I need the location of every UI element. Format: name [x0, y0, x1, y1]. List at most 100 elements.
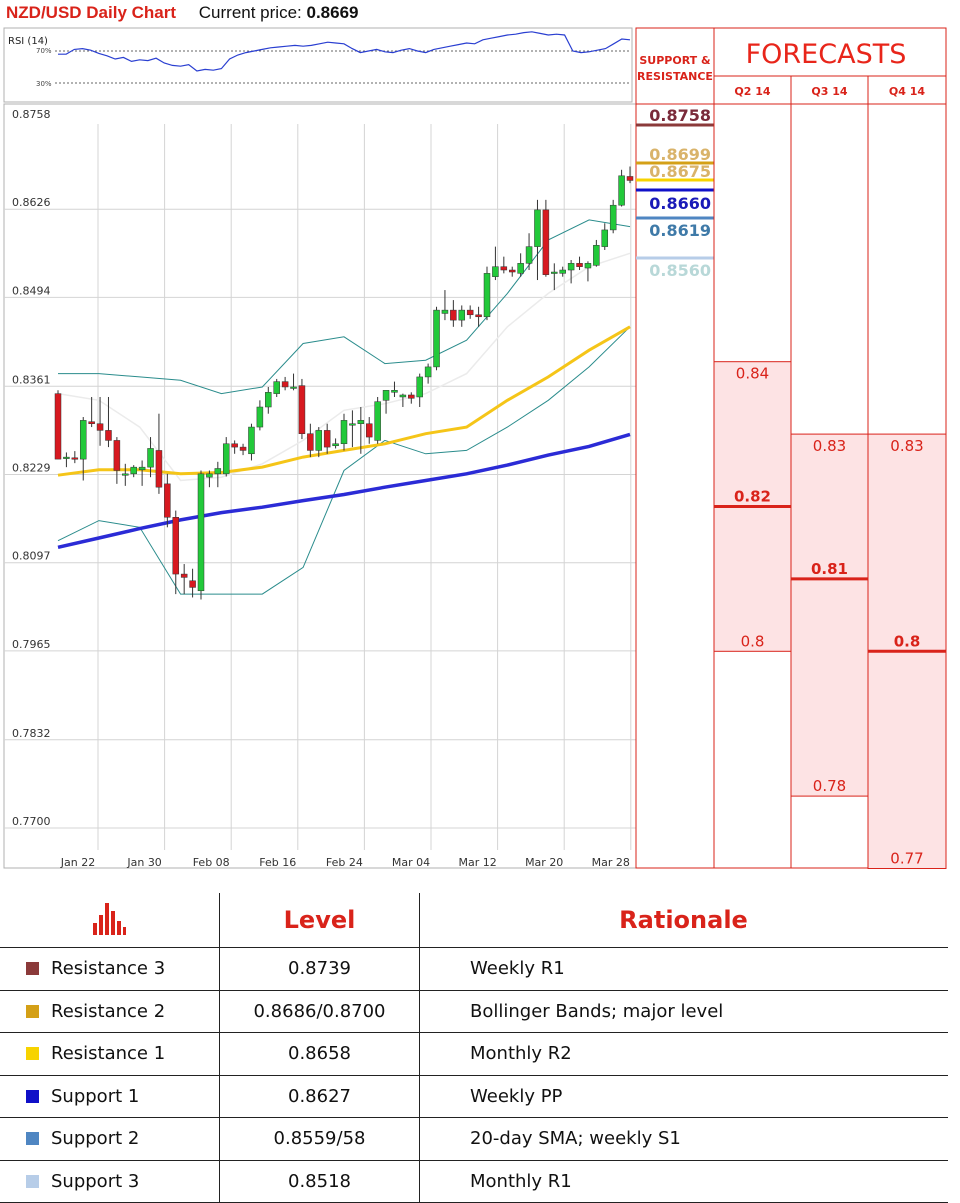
level-rationale: 20-day SMA; weekly S1 — [419, 1117, 948, 1161]
candle-body — [626, 176, 634, 181]
candle — [63, 452, 70, 468]
candle — [298, 378, 306, 440]
y-tick-label: 0.7700 — [12, 815, 51, 828]
candle-body — [172, 517, 180, 575]
candle-body — [584, 263, 592, 269]
candle — [273, 378, 280, 397]
candle — [281, 376, 289, 391]
candle — [147, 437, 154, 478]
candle — [231, 440, 238, 454]
sr-level-label: 0.8699 — [649, 145, 711, 164]
candle-body — [492, 266, 499, 277]
candle-body — [298, 385, 306, 434]
level-name: Support 3 — [51, 1170, 140, 1192]
candle-body — [374, 401, 381, 441]
candle — [391, 381, 398, 397]
candle — [96, 396, 104, 446]
level-swatch — [26, 1174, 39, 1188]
sr-level-label: 0.8619 — [649, 221, 711, 240]
level-rationale: Monthly R2 — [419, 1032, 948, 1076]
level-name-cell: Support 2 — [0, 1117, 220, 1161]
candle — [399, 393, 407, 408]
candle-body — [290, 386, 297, 389]
candle-body — [508, 269, 516, 273]
candle — [122, 463, 129, 486]
y-tick-label: 0.8097 — [12, 550, 51, 563]
candle-body — [408, 394, 415, 399]
candle-body — [105, 430, 112, 441]
rsi-panel — [3, 27, 633, 103]
candle-body — [231, 443, 238, 448]
candle-body — [189, 580, 196, 588]
candle — [593, 239, 600, 267]
candle-body — [466, 309, 474, 316]
candle-body — [365, 423, 373, 438]
forecast-low-label: 0.8 — [741, 632, 765, 650]
level-swatch — [26, 1047, 39, 1061]
bar-chart-icon — [0, 893, 220, 948]
candle — [534, 199, 541, 281]
candle-body — [542, 209, 550, 275]
candle — [483, 266, 491, 321]
forecast-median-label: 0.8 — [894, 632, 921, 650]
forecast-median-label: 0.82 — [734, 487, 771, 505]
candle-body — [483, 273, 491, 318]
levels-row: Resistance 2 0.8686/0.8700 Bollinger Bands… — [0, 990, 948, 1033]
bollinger-upper-line — [58, 219, 631, 395]
level-value: 0.8686/0.8700 — [219, 990, 420, 1033]
candle — [416, 373, 423, 408]
candle-body — [458, 309, 466, 321]
candle — [323, 423, 331, 454]
candle-body — [416, 376, 423, 398]
level-rationale: Bollinger Bands; major level — [419, 990, 948, 1033]
candle — [180, 564, 188, 595]
candle — [130, 465, 137, 478]
candle — [222, 437, 230, 477]
candle — [609, 199, 617, 234]
candle-body — [576, 263, 583, 267]
rsi-tick-30: 30% — [36, 80, 52, 88]
sr-level-label: 0.8560 — [649, 261, 711, 280]
candle-body — [517, 263, 524, 274]
candle-body — [567, 263, 575, 271]
candle — [105, 396, 112, 448]
candle-body — [399, 394, 407, 398]
candle — [197, 470, 205, 600]
level-swatch — [26, 1004, 39, 1018]
candle — [458, 305, 466, 327]
candle-body — [315, 430, 323, 451]
candle-body — [618, 175, 625, 206]
candle — [189, 568, 196, 598]
y-tick-label: 0.8758 — [12, 108, 51, 121]
bollinger-lower-line — [57, 326, 631, 595]
level-name: Support 1 — [51, 1085, 140, 1107]
x-tick-label: Jan 22 — [60, 856, 95, 869]
candle-body — [164, 483, 171, 518]
level-name-cell: Support 1 — [0, 1075, 220, 1118]
forecast-high-label: 0.83 — [813, 437, 846, 455]
x-tick-label: Feb 08 — [193, 856, 230, 869]
forecast-low-label: 0.78 — [813, 777, 846, 795]
candle-body — [130, 466, 137, 475]
candle-body — [180, 573, 188, 578]
candle — [138, 460, 146, 486]
candle — [508, 266, 516, 277]
candle — [424, 363, 432, 384]
rsi-title: RSI (14) — [8, 36, 48, 47]
x-tick-label: Mar 12 — [458, 856, 496, 869]
levels-row: Resistance 3 0.8739 Weekly R1 — [0, 947, 948, 991]
levels-row: Support 3 0.8518 Monthly R1 — [0, 1160, 948, 1203]
candle — [567, 259, 575, 284]
candle — [265, 386, 272, 414]
candle — [315, 427, 323, 458]
candle-body — [206, 473, 213, 478]
level-value: 0.8627 — [219, 1075, 420, 1118]
candle-body — [424, 366, 432, 378]
sr-column — [635, 27, 715, 869]
level-rationale: Monthly R1 — [419, 1160, 948, 1203]
candle — [618, 169, 625, 207]
x-tick-label: Feb 24 — [326, 856, 363, 869]
candle — [466, 305, 474, 319]
candle — [374, 396, 381, 444]
candle-body — [307, 433, 314, 451]
